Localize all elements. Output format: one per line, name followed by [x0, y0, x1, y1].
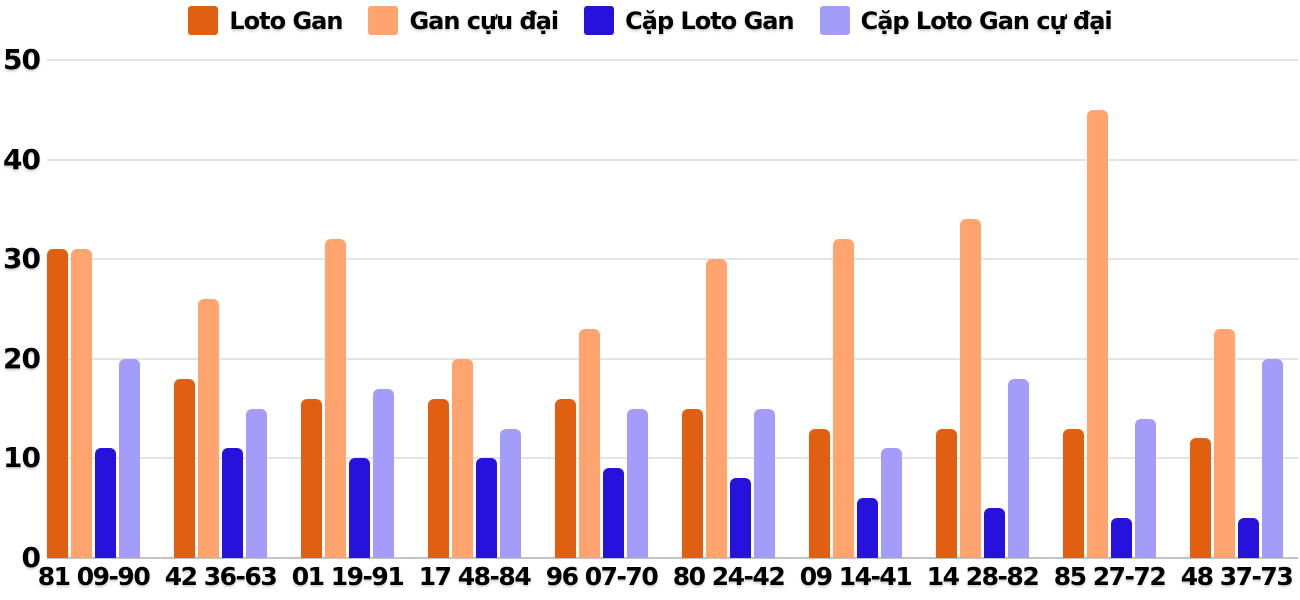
bar[interactable]: [1111, 518, 1132, 558]
bar[interactable]: [1008, 378, 1029, 558]
bar[interactable]: [349, 458, 370, 558]
x-axis-label: 85 27-72: [1053, 562, 1167, 591]
bar[interactable]: [730, 478, 751, 558]
bar[interactable]: [833, 239, 854, 558]
plot-area: [30, 60, 1300, 558]
x-axis-label: 14 28-82: [926, 562, 1040, 591]
bar[interactable]: [881, 448, 902, 558]
bar[interactable]: [754, 408, 775, 558]
x-axis-label: 80 24-42: [672, 562, 786, 591]
legend-swatch-cap-loto-gan-cu-ai: [819, 6, 850, 35]
bar[interactable]: [936, 428, 957, 558]
bar[interactable]: [71, 249, 92, 558]
bar[interactable]: [174, 378, 195, 558]
bar[interactable]: [373, 388, 394, 558]
bar[interactable]: [246, 408, 267, 558]
bar[interactable]: [452, 358, 473, 558]
bar[interactable]: [301, 398, 322, 558]
y-axis-label-20: 20: [3, 341, 41, 375]
x-axis-baseline: [47, 557, 1298, 559]
bar[interactable]: [325, 239, 346, 558]
y-axis-label-0: 0: [21, 541, 41, 574]
bar-group-14-28-82: [919, 60, 1046, 558]
legend-swatch-loto-gan: [188, 6, 219, 35]
y-axis-label-40: 40: [3, 142, 41, 176]
bar[interactable]: [682, 408, 703, 558]
bar[interactable]: [809, 428, 830, 558]
x-axis: 81 09-90 42 36-63 01 19-91 17 48-84 96 07-70…: [30, 562, 1300, 591]
y-axis-label-30: 30: [3, 242, 41, 276]
bar[interactable]: [627, 408, 648, 558]
bar-group-01-19-91: [284, 60, 411, 558]
bar[interactable]: [1087, 109, 1108, 558]
legend-label: Cặp Loto Gan: [625, 6, 794, 35]
gridline-40: [47, 158, 1298, 161]
legend-label: Gan cựu đại: [409, 6, 559, 35]
gridline-50: [47, 59, 1298, 61]
bar[interactable]: [857, 498, 878, 558]
bar[interactable]: [579, 328, 600, 558]
bar[interactable]: [222, 448, 243, 558]
bar-group-96-07-70: [538, 60, 665, 558]
bar[interactable]: [476, 458, 497, 558]
x-axis-label: 09 14-41: [799, 562, 913, 591]
bar[interactable]: [198, 299, 219, 558]
bar-group-42-36-63: [157, 60, 284, 558]
bar[interactable]: [706, 259, 727, 558]
bar[interactable]: [1238, 518, 1259, 558]
legend-item-cap-loto-gan[interactable]: Cặp Loto Gan: [584, 6, 795, 35]
legend-swatch-gan-cuu-ai: [368, 6, 399, 35]
gridline-10: [47, 457, 1298, 460]
bar[interactable]: [428, 398, 449, 558]
gridline-20: [47, 357, 1298, 360]
bar-group-17-48-84: [411, 60, 538, 558]
bar[interactable]: [1262, 358, 1283, 558]
legend-swatch-cap-loto-gan: [584, 6, 615, 35]
bar[interactable]: [1135, 418, 1156, 558]
legend-item-gan-cuu-ai[interactable]: Gan cựu đại: [368, 6, 559, 35]
x-axis-label: 17 48-84: [418, 562, 532, 591]
bar[interactable]: [1063, 428, 1084, 558]
bar[interactable]: [500, 428, 521, 558]
bar[interactable]: [1190, 438, 1211, 558]
legend-label: Loto Gan: [229, 6, 343, 35]
bar-group-85-27-72: [1046, 60, 1173, 558]
x-axis-label: 01 19-91: [291, 562, 405, 591]
x-axis-label: 81 09-90: [37, 562, 151, 591]
bar[interactable]: [95, 448, 116, 558]
x-axis-label: 42 36-63: [164, 562, 278, 591]
bar[interactable]: [984, 508, 1005, 558]
y-axis-label-50: 50: [3, 43, 41, 76]
bar[interactable]: [960, 219, 981, 558]
legend-item-loto-gan[interactable]: Loto Gan: [188, 6, 343, 35]
bar-group-80-24-42: [665, 60, 792, 558]
legend-label: Cặp Loto Gan cự đại: [860, 6, 1113, 35]
bar[interactable]: [119, 358, 140, 558]
x-axis-label: 48 37-73: [1180, 562, 1294, 591]
bar-group-48-37-73: [1173, 60, 1300, 558]
y-axis-label-10: 10: [3, 441, 41, 475]
legend-item-cap-loto-gan-cu-ai[interactable]: Cặp Loto Gan cự đại: [819, 6, 1113, 35]
bar[interactable]: [1214, 328, 1235, 558]
chart-legend: Loto Gan Gan cựu đại Cặp Loto Gan Cặp Loto …: [0, 6, 1300, 35]
bar-group-09-14-41: [792, 60, 919, 558]
bar[interactable]: [603, 468, 624, 558]
bar[interactable]: [555, 398, 576, 558]
bar[interactable]: [47, 249, 68, 558]
bar-group-81-09-90: [30, 60, 157, 558]
gridline-30: [47, 258, 1298, 261]
x-axis-label: 96 07-70: [545, 562, 659, 591]
